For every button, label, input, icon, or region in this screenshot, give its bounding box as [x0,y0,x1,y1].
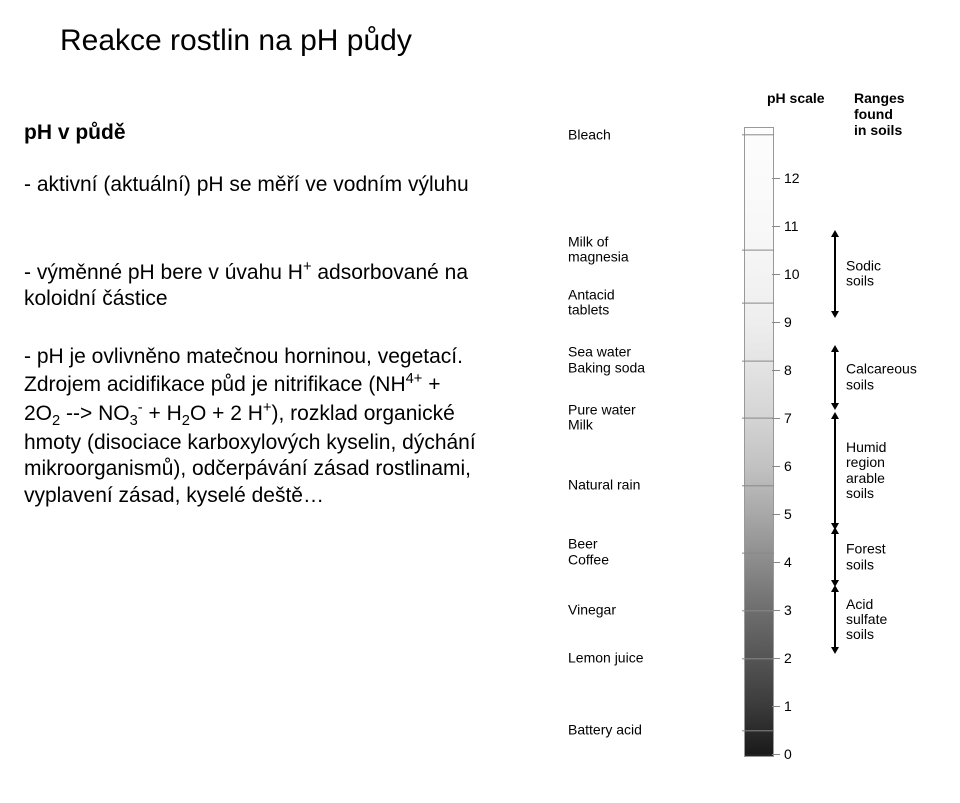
ph-bar-segment [744,514,774,562]
ph-tick [772,514,780,515]
ph-tick [772,322,780,323]
ph-substance-label: Natural rain [568,477,738,492]
ph-substance-label: Sea water Baking soda [568,345,738,376]
ph-tick [772,178,780,179]
soil-range-arrow [834,351,836,404]
ph-bar-segment [744,226,774,322]
soil-ranges-heading: Ranges found in soils [854,90,944,138]
leader-line [742,418,774,419]
ph-number: 12 [784,170,812,186]
ph-bar-segment [744,418,774,466]
ph-substance-label: Beer Coffee [568,537,738,568]
leader-line [742,658,774,659]
leader-line [742,485,774,486]
ph-tick [772,226,780,227]
ph-scale-diagram: pH scale Ranges found in soils 121110987… [504,90,944,790]
ph-bar [744,130,772,754]
soil-range-arrow [834,533,836,581]
ph-number: 10 [784,266,812,282]
ph-number: 5 [784,506,812,522]
ph-substance-label: Vinegar [568,602,738,617]
ph-tick [772,370,780,371]
ph-bar-segment [744,322,774,370]
ph-bar-segment [744,370,774,418]
leader-line [742,250,774,251]
ph-number: 3 [784,602,812,618]
ph-number: 1 [784,698,812,714]
ph-number: 9 [784,314,812,330]
soil-range-label: Calcareous soils [846,362,941,393]
paragraph-1: - aktivní (aktuální) pH se měří ve vodní… [24,172,480,198]
ph-substance-label: Bleach [568,127,738,142]
ph-bar-segment [744,130,774,226]
ph-number: 0 [784,746,812,762]
ph-substance-label: Pure water Milk [568,403,738,434]
ph-number: 11 [784,218,812,234]
leader-line [742,135,774,136]
ph-number: 2 [784,650,812,666]
ph-bar-segment [744,466,774,514]
ph-substance-label: Milk of magnesia [568,235,738,266]
leader-line [742,610,774,611]
leader-line [742,730,774,731]
ph-tick [772,274,780,275]
soil-range-label: Sodic soils [846,259,941,290]
ph-number: 4 [784,554,812,570]
leader-line [742,552,774,553]
leader-line [742,303,774,304]
ph-tick [772,466,780,467]
ph-substance-label: Lemon juice [568,650,738,665]
soil-range-arrow [834,418,836,524]
ph-tick [772,754,780,755]
ph-bar-segment [744,562,774,610]
ph-substance-label: Antacid tablets [568,287,738,318]
ph-bar-segment [744,658,774,706]
page-title: Reakce rostlin na pH půdy [60,24,412,58]
page: Reakce rostlin na pH půdy pH v půdě - ak… [0,0,960,803]
soil-range-label: Forest soils [846,542,941,573]
ph-number: 6 [784,458,812,474]
paragraph-3: - pH je ovlivněno matečnou horninou, veg… [24,344,480,509]
soil-range-label: Humid region arable soils [846,440,941,502]
ph-bar-segment [744,610,774,658]
ph-number: 7 [784,410,812,426]
soil-range-arrow [834,591,836,649]
ph-tick [772,706,780,707]
soil-range-label: Acid sulfate soils [846,597,941,643]
soil-range-arrow [834,236,836,313]
ph-scale-heading: pH scale [767,90,827,106]
ph-subheading: pH v půdě [24,120,480,146]
paragraph-2: - výměnné pH bere v úvahu H+ adsorbované… [24,258,480,313]
ph-number: 8 [784,362,812,378]
ph-tick [772,562,780,563]
ph-substance-label: Battery acid [568,722,738,737]
leader-line [742,360,774,361]
